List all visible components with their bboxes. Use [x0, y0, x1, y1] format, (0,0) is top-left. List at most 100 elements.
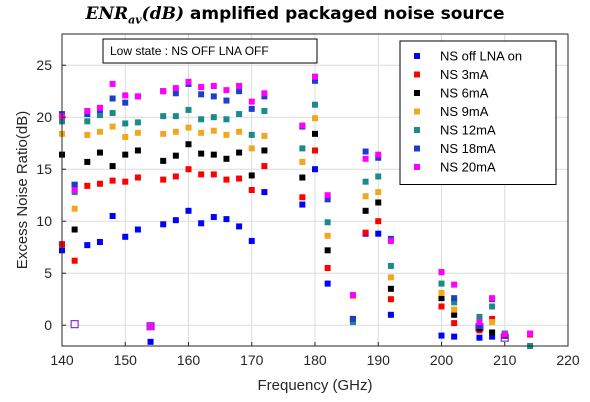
data-point-series-1 [451, 320, 458, 327]
data-point-series-4 [387, 262, 394, 269]
data-point-series-1 [84, 182, 91, 189]
data-point-series-0 [438, 332, 445, 339]
legend-entry-label: NS 12mA [440, 123, 496, 138]
data-point-series-5 [451, 295, 458, 302]
data-point-series-3 [96, 128, 103, 135]
x-tick-label: 160 [177, 352, 201, 368]
data-point-series-1 [299, 194, 306, 201]
y-tick-label: 0 [44, 317, 52, 333]
data-point-series-6 [299, 122, 306, 129]
annotation-text: Low state : NS OFF LNA OFF [110, 44, 269, 58]
data-point-series-6 [248, 98, 255, 105]
data-point-series-1 [387, 296, 394, 303]
data-point-series-1 [438, 303, 445, 310]
data-point-series-3 [172, 128, 179, 135]
axis-ticks: 140 150 160 170 180 190 200 210 220 0 5 10 15 20 25 [36, 57, 579, 368]
x-tick-label: 200 [430, 352, 454, 368]
data-point-series-6 [109, 80, 116, 87]
data-point-series-0 [261, 189, 268, 196]
data-point-series-5 [476, 323, 483, 330]
data-point-series-6 [223, 87, 230, 94]
data-point-series-5 [172, 90, 179, 97]
data-point-series-3 [71, 205, 78, 212]
data-point-series-6 [375, 151, 382, 158]
data-point-series-0 [160, 221, 167, 228]
data-point-series-3 [375, 189, 382, 196]
data-point-series-4 [96, 112, 103, 119]
data-point-series-6 [71, 187, 78, 193]
data-point-series-6 [147, 323, 154, 330]
legend-marker [414, 145, 420, 152]
data-point-series-1 [172, 173, 179, 180]
data-point-series-3 [451, 306, 458, 313]
data-point-series-1 [236, 175, 243, 182]
data-point-series-5 [324, 196, 331, 203]
data-point-series-3 [387, 274, 394, 281]
data-point-series-3 [185, 124, 192, 131]
data-point-series-1 [109, 177, 116, 184]
data-point-series-5 [236, 88, 243, 95]
data-point-series-2 [299, 174, 306, 181]
data-point-series-4 [248, 131, 255, 138]
data-point-series-1 [160, 176, 167, 183]
legend-marker [414, 164, 420, 170]
data-point-series-5 [84, 111, 91, 118]
y-tick-label: 15 [36, 161, 52, 177]
annotation-box: Low state : NS OFF LNA OFF [102, 38, 318, 64]
data-point-series-1 [210, 171, 217, 178]
data-point-series-4 [198, 116, 205, 123]
data-point-series-6 [185, 78, 192, 85]
legend-frame [399, 40, 557, 185]
x-tick-label: 140 [50, 352, 74, 368]
data-point-series-0 [236, 223, 243, 230]
data-point-series-0 [489, 333, 496, 340]
data-point-series-0 [210, 214, 217, 221]
data-point-series-0 [375, 230, 382, 237]
data-point-series-1 [324, 265, 331, 271]
data-point-series-2 [312, 130, 318, 137]
data-point-series-6 [501, 331, 508, 338]
low-state-point [70, 320, 79, 329]
data-point-series-4 [134, 119, 141, 126]
data-point-series-1 [134, 174, 141, 181]
data-point-series-2 [362, 207, 369, 214]
data-point-series-3 [84, 131, 91, 138]
data-point-series-2 [122, 151, 129, 158]
data-point-series-4 [261, 107, 268, 114]
data-point-series-1 [362, 229, 369, 236]
data-point-series-2 [185, 141, 192, 148]
data-point-series-5 [375, 154, 382, 161]
data-point-series-0 [84, 242, 91, 249]
data-point-series-5 [71, 181, 78, 188]
data-point-series-6 [160, 88, 167, 95]
data-point-series-6 [198, 84, 205, 91]
legend-marker [414, 127, 420, 133]
data-point-series-0 [387, 311, 394, 318]
data-point-series-6 [84, 107, 91, 114]
data-point-series-6 [172, 85, 179, 92]
legend-entry-label: NS 18mA [440, 141, 496, 156]
data-point-series-2 [236, 149, 243, 156]
legend-entry-label: NS 20mA [440, 160, 496, 175]
data-point-series-4 [236, 111, 243, 118]
data-point-series-6 [134, 93, 141, 100]
chart-title-text: amplified packaged noise source [189, 4, 505, 24]
data-point-series-0 [324, 280, 331, 287]
data-point-series-4 [375, 173, 382, 180]
data-point-series-1 [96, 180, 103, 187]
x-axis-label: Frequency (GHz) [257, 377, 372, 394]
data-point-series-0 [198, 220, 205, 227]
data-point-series-2 [261, 147, 268, 154]
data-point-series-0 [312, 166, 318, 173]
legend-marker [414, 71, 420, 78]
y-axis-label: Excess Noise Ratio(dB) [14, 111, 31, 269]
data-point-series-1 [375, 218, 382, 225]
data-point-series-1 [122, 178, 129, 185]
data-point-series-4 [312, 101, 318, 108]
data-point-series-2 [438, 295, 445, 302]
data-point-series-6 [476, 319, 483, 326]
data-point-series-6 [451, 281, 458, 288]
data-point-series-3 [438, 289, 445, 296]
data-point-series-5 [248, 105, 255, 112]
data-point-series-3 [261, 132, 268, 139]
